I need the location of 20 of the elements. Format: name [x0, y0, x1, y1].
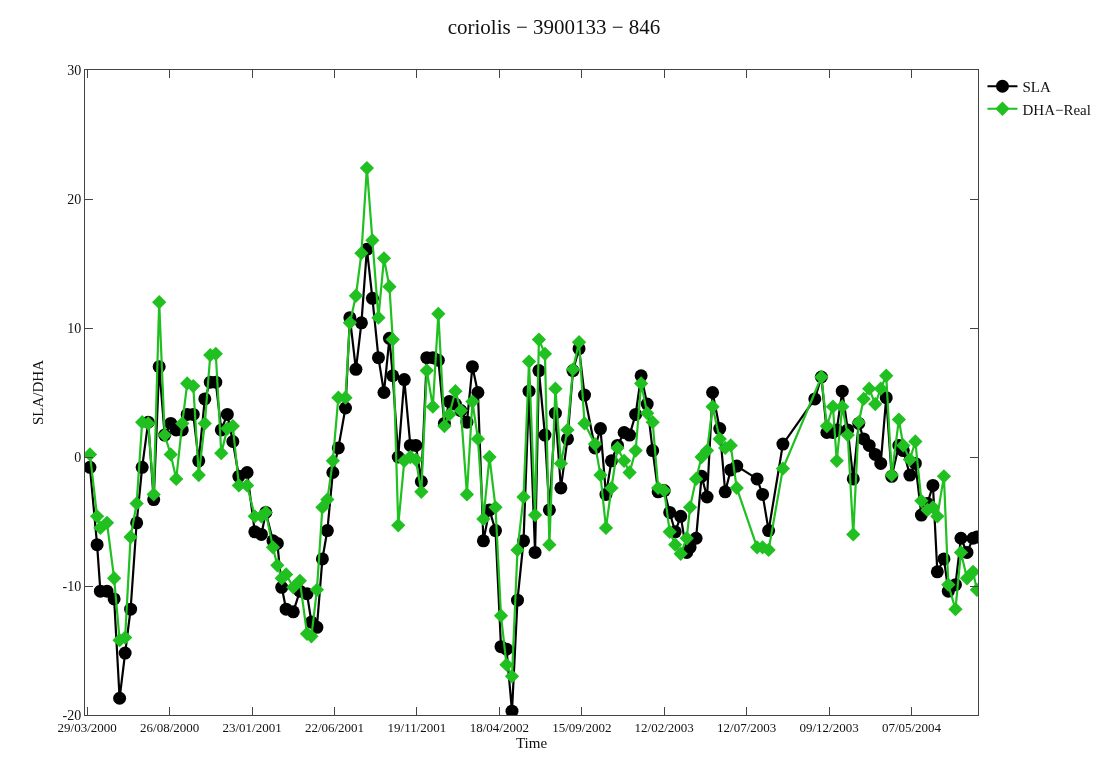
x-tick-label: 23/01/2001: [222, 719, 282, 735]
x-tick-label: 09/12/2003: [799, 719, 859, 735]
x-tick-label: 22/06/2001: [304, 719, 365, 735]
chart-title: coriolis − 3900133 − 846: [447, 14, 661, 39]
legend-label: DHA−Real: [1022, 101, 1091, 118]
y-tick-label: 20: [67, 191, 82, 207]
x-tick-label: 07/05/2004: [881, 719, 942, 735]
y-axis-title: SLA/DHA: [29, 359, 46, 426]
x-tick-label: 19/11/2001: [387, 719, 447, 735]
x-tick-label: 12/07/2003: [717, 719, 777, 735]
y-tick-label: 0: [74, 449, 82, 465]
y-tick-label: 30: [67, 62, 82, 78]
legend-label: SLA: [1022, 79, 1051, 96]
x-tick-label: 18/04/2002: [469, 719, 529, 735]
y-tick-label: 10: [67, 320, 82, 336]
x-tick-label: 12/02/2003: [634, 719, 694, 735]
x-tick-label: 15/09/2002: [552, 719, 612, 735]
y-tick-label: -10: [62, 578, 82, 594]
x-tick-label: 26/08/2000: [140, 719, 200, 735]
x-axis-title: Time: [515, 734, 548, 751]
